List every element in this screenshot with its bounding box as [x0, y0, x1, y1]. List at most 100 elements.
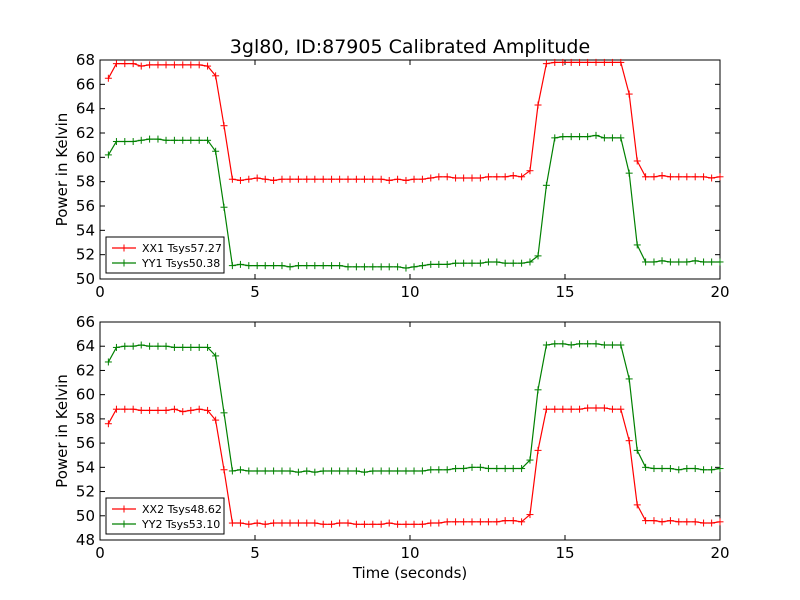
- bottom-series-2-point: [633, 446, 641, 454]
- bottom-y-tick-label: 62: [76, 361, 95, 379]
- bottom-series-1-point: [121, 405, 129, 413]
- top-series-2-point: [600, 134, 608, 142]
- bottom-series-1-point: [633, 501, 641, 509]
- top-series-2-point: [385, 263, 393, 271]
- bottom-series-2-point: [716, 465, 724, 473]
- top-y-tick-label: 66: [76, 75, 95, 93]
- top-series-2-point: [344, 263, 352, 271]
- bottom-series-1-point: [625, 437, 633, 445]
- top-series-2-point: [146, 135, 154, 143]
- bottom-series-1-point: [567, 405, 575, 413]
- bottom-series-1-point: [542, 405, 550, 413]
- top-series-2-point: [501, 259, 509, 267]
- top-series-2-point: [402, 264, 410, 272]
- top-series-1-point: [294, 175, 302, 183]
- bottom-series-2-point: [319, 467, 327, 475]
- top-y-tick-label: 68: [76, 51, 95, 69]
- top-series-2-point: [278, 262, 286, 270]
- bottom-legend-box: [105, 497, 225, 535]
- top-series-1-point: [311, 175, 319, 183]
- top-series-1-point: [220, 122, 228, 130]
- top-series-2-point: [228, 262, 236, 270]
- top-x-tick-label: 5: [250, 283, 260, 301]
- top-series-2-point: [410, 263, 418, 271]
- top-series-2-point: [700, 258, 708, 266]
- bottom-series-2-point: [542, 341, 550, 349]
- top-series-1-point: [592, 58, 600, 66]
- top-series-1-point: [617, 58, 625, 66]
- bottom-x-tick-label: 5: [250, 544, 260, 562]
- top-plot-panel: 0 5 10 15 20 50 52 54 56 58 60 62 64 66 68 Power in Kel…: [53, 51, 730, 301]
- top-series-1-point: [567, 58, 575, 66]
- top-series-2-point: [418, 262, 426, 270]
- top-series-1-point: [360, 175, 368, 183]
- bottom-series-1-point: [179, 408, 187, 416]
- top-series-2-point: [542, 181, 550, 189]
- bottom-series-1-point: [220, 466, 228, 474]
- top-series-2-point: [716, 258, 724, 266]
- top-series-1-point: [551, 58, 559, 66]
- top-series-1-point: [452, 174, 460, 182]
- bottom-series-1-point: [129, 405, 137, 413]
- top-series-1-point: [121, 60, 129, 68]
- bottom-series-1-point: [187, 406, 195, 414]
- top-series-1-point: [253, 174, 261, 182]
- top-y-tick-label: 50: [76, 270, 95, 288]
- top-series-2-point: [666, 258, 674, 266]
- bottom-series-1-point: [608, 405, 616, 413]
- top-series-2-point: [608, 134, 616, 142]
- top-series-1-point: [559, 58, 567, 66]
- top-series-2-point: [551, 134, 559, 142]
- bottom-series-2-point: [683, 465, 691, 473]
- figure-title: 3gl80, ID:87905 Calibrated Amplitude: [230, 36, 590, 58]
- top-series-2-point: [460, 259, 468, 267]
- top-series-2-point: [394, 263, 402, 271]
- top-series-1-point: [336, 175, 344, 183]
- bottom-series-2-point: [617, 341, 625, 349]
- bottom-series-1-point: [195, 405, 203, 413]
- bottom-series-2-point: [220, 409, 228, 417]
- top-y-tick-label: 62: [76, 124, 95, 142]
- bottom-series-1-point: [691, 518, 699, 526]
- bottom-series-1-point: [410, 520, 418, 528]
- bottom-series-2-point: [278, 467, 286, 475]
- top-series-2-point: [675, 258, 683, 266]
- bottom-series-1-point: [642, 517, 650, 525]
- bottom-series-1-point: [468, 518, 476, 526]
- top-series-2-point: [179, 136, 187, 144]
- top-series-1-point: [658, 172, 666, 180]
- top-series-1-point: [484, 173, 492, 181]
- bottom-series-1-point: [137, 406, 145, 414]
- top-series-2-point: [220, 203, 228, 211]
- bottom-series-1-point: [112, 405, 120, 413]
- top-series-1-point: [179, 61, 187, 69]
- top-series-2-point: [427, 260, 435, 268]
- top-series-2-point: [484, 258, 492, 266]
- top-series-2-point: [286, 263, 294, 271]
- bottom-series-1-point: [683, 518, 691, 526]
- top-series-1-point: [542, 60, 550, 68]
- top-series-1-point: [270, 176, 278, 184]
- top-series-2-point: [476, 259, 484, 267]
- top-series-2-point: [559, 133, 567, 141]
- top-series-1-point: [236, 176, 244, 184]
- top-series-2-point: [650, 258, 658, 266]
- top-series-1-point: [493, 173, 501, 181]
- bottom-series-2-point: [352, 467, 360, 475]
- bottom-series-1-point: [270, 519, 278, 527]
- top-series-2-point: [352, 263, 360, 271]
- bottom-series-1-point: [526, 511, 534, 519]
- top-series-2-point: [212, 147, 220, 155]
- bottom-series-2-point: [468, 463, 476, 471]
- top-series-1-point: [476, 174, 484, 182]
- bottom-series-1-point: [559, 405, 567, 413]
- top-series-2-point: [137, 136, 145, 144]
- top-series-1-point: [377, 175, 385, 183]
- bottom-series-2-point: [253, 467, 261, 475]
- bottom-series-2-point: [658, 465, 666, 473]
- bottom-series-1-point: [716, 518, 724, 526]
- bottom-series-1-point: [443, 518, 451, 526]
- bottom-series-1-point: [253, 519, 261, 527]
- top-series-2-point: [617, 134, 625, 142]
